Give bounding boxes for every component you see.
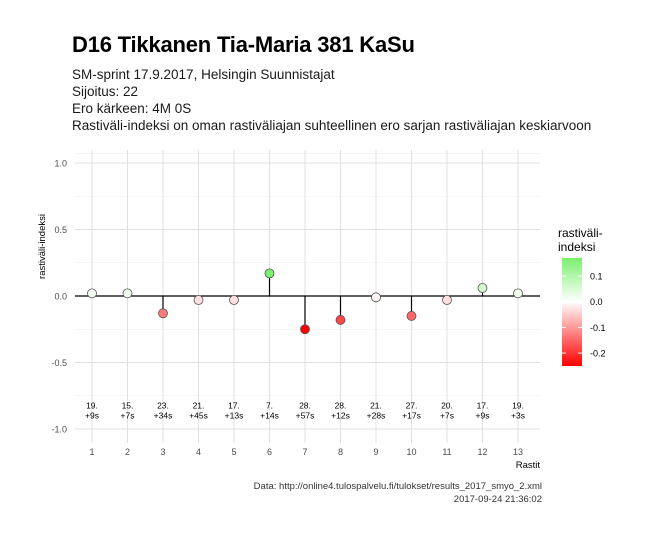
point-label-diff: +3s — [511, 410, 525, 420]
point-label-rank: 15. — [122, 400, 134, 410]
data-point — [87, 288, 97, 299]
point-label-diff: +9s — [476, 410, 490, 420]
x-tick-label: 6 — [267, 447, 272, 457]
y-axis-title: rastiväli-indeksi — [37, 214, 48, 279]
point-label-diff: +9s — [85, 410, 99, 420]
chart-title: D16 Tikkanen Tia-Maria 381 KaSu — [72, 32, 415, 57]
timestamp-caption: 2017-09-24 21:36:02 — [453, 494, 542, 505]
point-label-rank: 19. — [86, 400, 98, 410]
point-label-rank: 21. — [193, 400, 205, 410]
y-tick-label: 1.0 — [54, 159, 67, 169]
x-tick-label: 1 — [89, 447, 94, 457]
point-label-diff: +34s — [154, 410, 173, 420]
data-point — [300, 324, 310, 335]
point-label-rank: 28. — [335, 400, 347, 410]
point-label-rank: 27. — [406, 400, 418, 410]
data-point — [229, 295, 239, 305]
point-label-diff: +13s — [225, 410, 244, 420]
legend-tick-label: 0.1 — [590, 272, 603, 282]
y-tick-label: 0.0 — [54, 292, 67, 302]
x-tick-label: 3 — [160, 447, 165, 457]
point-label-rank: 7. — [266, 400, 273, 410]
data-point — [158, 308, 168, 319]
legend-tick-label: -0.2 — [590, 349, 606, 359]
x-tick-label: 4 — [196, 447, 201, 457]
plot-axes: -1.0-0.50.00.51.01 2 3 4 5 6 7 8 9 10 11 12 13Rastit… — [37, 159, 540, 472]
point-label-diff: +17s — [402, 410, 421, 420]
point-labels: 19.+9s15.+7s23.+34s21.+45s17.+13s7.+14s2… — [85, 400, 525, 420]
point-label-rank: 17. — [228, 400, 240, 410]
data-point — [406, 311, 417, 321]
point-label-rank: 28. — [299, 400, 311, 410]
point-label-diff: +28s — [367, 410, 386, 420]
legend-colorbar — [562, 258, 582, 366]
point-label-diff: +12s — [331, 410, 350, 420]
point-label-diff: +57s — [296, 410, 315, 420]
x-tick-label: 10 — [406, 447, 416, 457]
x-tick-label: 7 — [302, 447, 307, 457]
y-tick-label: -1.0 — [51, 425, 67, 435]
source-caption: Data: http://online4.tulospalvelu.fi/tul… — [253, 481, 542, 492]
lollipop-points — [87, 268, 523, 335]
data-point — [513, 288, 523, 299]
data-point — [442, 295, 452, 305]
legend-tick-label: 0.0 — [590, 297, 603, 307]
legend-title-line: indeksi — [558, 240, 595, 254]
x-tick-label: 2 — [125, 447, 130, 457]
x-tick-label: 13 — [513, 447, 523, 457]
x-tick-label: 8 — [338, 447, 343, 457]
subtitle-line-rank: Sijoitus: 22 — [72, 84, 139, 99]
data-point — [371, 292, 381, 303]
data-point — [193, 295, 204, 305]
legend-title-line: rastiväli- — [558, 226, 603, 240]
data-point — [264, 268, 275, 279]
data-point — [122, 288, 133, 299]
subtitle-line-gap: Ero kärkeen: 4M 0S — [72, 101, 192, 116]
y-tick-label: -0.5 — [51, 358, 67, 368]
point-label-rank: 17. — [477, 400, 489, 410]
x-axis-title: Rastit — [516, 460, 541, 471]
subtitle-line-description: Rastiväli-indeksi on oman rastiväliajan … — [72, 118, 592, 133]
x-tick-label: 9 — [373, 447, 378, 457]
data-point — [335, 315, 346, 325]
chart-subtitle: SM-sprint 17.9.2017, Helsingin Suunnista… — [72, 66, 591, 134]
x-tick-label: 5 — [231, 447, 236, 457]
x-tick-label: 11 — [442, 447, 451, 457]
point-label-rank: 19. — [512, 400, 524, 410]
point-label-diff: +7s — [440, 410, 454, 420]
color-legend: rastiväli-indeksi 0.1 0.0 -0.1 -0.2 — [558, 226, 606, 366]
point-label-diff: +45s — [189, 410, 208, 420]
subtitle-line-event: SM-sprint 17.9.2017, Helsingin Suunnista… — [72, 67, 335, 82]
data-point — [477, 283, 488, 293]
legend-tick-label: -0.1 — [590, 323, 606, 333]
point-label-diff: +14s — [260, 410, 279, 420]
point-label-rank: 23. — [157, 400, 169, 410]
y-tick-label: 0.5 — [54, 225, 67, 235]
x-tick-label: 12 — [477, 447, 487, 457]
point-label-diff: +7s — [121, 410, 135, 420]
point-label-rank: 20. — [441, 400, 453, 410]
point-label-rank: 21. — [370, 400, 382, 410]
